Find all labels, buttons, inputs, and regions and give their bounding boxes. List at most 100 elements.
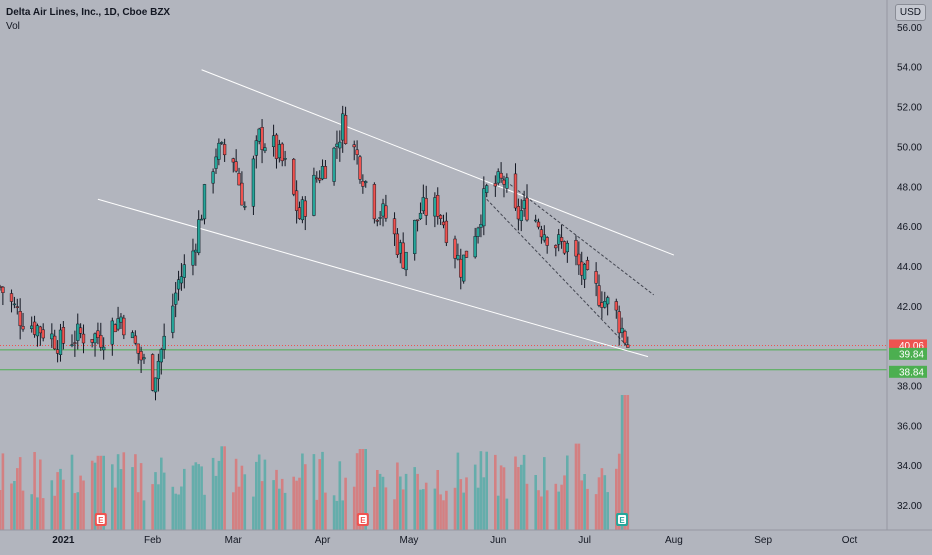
candle-body (332, 147, 336, 182)
candle-body (139, 351, 143, 361)
volume-bar (338, 461, 342, 530)
candle-body (53, 335, 57, 350)
volume-bar (220, 446, 223, 530)
volume-bar (445, 490, 448, 530)
candle-body (582, 264, 587, 280)
candle-body (41, 329, 45, 339)
candle-body (485, 185, 489, 193)
candle-body (55, 349, 60, 354)
price-label-text: 39.84 (899, 349, 924, 360)
volume-bar (18, 457, 22, 530)
candle-body (372, 184, 377, 220)
volume-bar (344, 477, 347, 530)
candle-body (78, 327, 83, 334)
candle-body (505, 177, 509, 189)
candle-body (251, 158, 256, 207)
volume-bar (50, 480, 54, 530)
candle-body (375, 220, 379, 222)
volume-bar (522, 454, 526, 530)
price-tick-label: 34.00 (897, 461, 922, 472)
volume-bar (557, 491, 560, 530)
volume-bar (134, 454, 137, 530)
candle-body (96, 330, 100, 338)
volume-bar (142, 500, 146, 530)
volume-bar (260, 481, 264, 530)
volume-bar (580, 480, 583, 530)
volume-label[interactable]: Vol (6, 21, 20, 32)
candle-body (318, 177, 322, 181)
volume-bar (462, 492, 465, 530)
volume-bar (355, 453, 359, 530)
candle-body (130, 332, 135, 339)
candle-body (557, 234, 561, 245)
volume-bar (214, 475, 218, 530)
candle-body (292, 158, 296, 195)
candle-body (597, 285, 601, 306)
candle-body (61, 327, 66, 344)
volume-bar (502, 467, 506, 530)
candle-body (254, 140, 258, 156)
price-tick-label: 32.00 (897, 501, 922, 512)
volume-bar (234, 458, 238, 530)
candle-body (133, 335, 138, 344)
volume-bar (211, 457, 215, 530)
volume-bar (499, 465, 503, 530)
volume-bar (160, 457, 163, 530)
earnings-marker-inner (618, 515, 627, 524)
volume-bar (39, 459, 42, 530)
volume-bar (263, 459, 267, 530)
time-tick-label: Feb (144, 535, 162, 546)
volume-bar (566, 455, 569, 530)
volume-bar (560, 484, 563, 530)
volume-bar (335, 500, 339, 530)
candle-body (182, 264, 186, 278)
volume-bar (191, 465, 195, 530)
currency-button[interactable]: USD (894, 4, 926, 21)
volume-bar (482, 477, 486, 530)
candle-body (473, 236, 477, 258)
candle-body (436, 195, 440, 217)
candle-body (102, 346, 106, 351)
candle-body (441, 221, 446, 226)
volume-bar (278, 488, 281, 530)
candle-body (335, 143, 339, 147)
candle-body (297, 207, 302, 219)
trendline (486, 198, 629, 348)
price-tick-label: 50.00 (897, 142, 922, 153)
symbol-title[interactable]: Delta Air Lines, Inc., 1D, Cboe BZX (6, 7, 171, 18)
volume-bar (96, 455, 100, 531)
volume-bar (577, 443, 581, 530)
candle-body (623, 330, 627, 344)
candle-body (617, 311, 621, 334)
candle-body (277, 144, 281, 159)
candle-body (493, 183, 497, 187)
volume-bar (401, 489, 405, 530)
candle-body (38, 326, 42, 334)
volume-bar (70, 454, 74, 530)
volume-bar (171, 486, 175, 530)
candle-body (243, 205, 247, 208)
volume-bar (494, 454, 497, 530)
volume-bar (177, 494, 180, 530)
volume-bar (620, 395, 624, 530)
candle-body (516, 206, 521, 220)
volume-bar (473, 464, 477, 530)
candle-body (424, 198, 428, 216)
volume-bar (197, 464, 200, 530)
volume-bar (583, 474, 586, 530)
candle-body (606, 297, 610, 305)
candle-body (294, 190, 299, 211)
volume-bar (217, 460, 221, 530)
candle-body (176, 279, 181, 290)
volume-bar (376, 470, 379, 530)
candle-body (231, 158, 235, 163)
candle-body (1, 286, 5, 293)
candle-body (81, 333, 86, 344)
volume-bar (404, 473, 408, 530)
candle-body (283, 158, 287, 160)
volume-bar (321, 451, 324, 530)
volume-bar (352, 486, 356, 530)
candle-body (459, 258, 463, 278)
